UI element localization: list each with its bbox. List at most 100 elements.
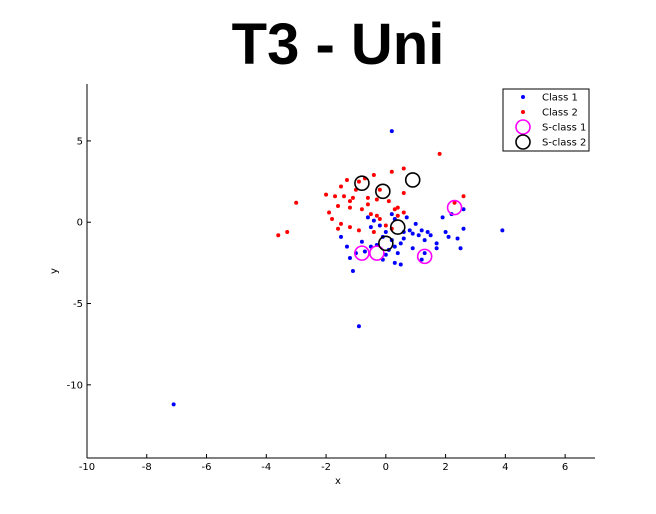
data-point bbox=[365, 195, 370, 200]
data-point bbox=[377, 187, 382, 192]
data-point bbox=[500, 228, 505, 233]
data-point bbox=[410, 231, 415, 236]
data-point bbox=[458, 246, 463, 251]
x-tick-label: 4 bbox=[502, 462, 508, 473]
data-point bbox=[350, 195, 355, 200]
data-point bbox=[327, 210, 332, 215]
data-point bbox=[401, 236, 406, 241]
y-axis-ticks: -10 -5 0 5 bbox=[67, 136, 91, 391]
x-axis-label: x bbox=[335, 476, 341, 487]
data-point bbox=[368, 225, 373, 230]
data-point bbox=[359, 207, 364, 212]
data-point bbox=[171, 402, 176, 407]
data-point bbox=[356, 228, 361, 233]
data-point bbox=[333, 194, 338, 199]
y-axis-label: y bbox=[49, 268, 60, 274]
data-point bbox=[374, 213, 379, 218]
data-point bbox=[383, 229, 388, 234]
data-point bbox=[461, 194, 466, 199]
data-point bbox=[434, 241, 439, 246]
highlight-circle bbox=[354, 245, 370, 261]
highlight-circle bbox=[375, 183, 391, 200]
legend: Class 1 Class 2 S-class 1 S-class 2 bbox=[502, 88, 590, 152]
data-point bbox=[452, 200, 457, 205]
data-point bbox=[461, 226, 466, 231]
series-class-1 bbox=[171, 129, 505, 407]
data-point bbox=[401, 166, 406, 171]
chart-title: T3 - Uni bbox=[232, 12, 445, 77]
plot-area bbox=[86, 84, 595, 459]
data-point bbox=[371, 218, 376, 223]
data-point bbox=[371, 229, 376, 234]
y-tick-label: 0 bbox=[77, 218, 83, 229]
legend-entry: S-class 2 bbox=[542, 138, 586, 149]
data-point bbox=[365, 202, 370, 207]
legend-marker bbox=[521, 95, 525, 99]
x-tick-label: -2 bbox=[321, 462, 331, 473]
data-point bbox=[341, 194, 346, 199]
data-point bbox=[294, 200, 299, 205]
highlight-circle bbox=[369, 245, 385, 261]
legend-entry: S-class 1 bbox=[542, 123, 586, 134]
x-tick-label: -8 bbox=[142, 462, 152, 473]
data-point bbox=[434, 246, 439, 251]
data-point bbox=[389, 129, 394, 134]
data-point bbox=[339, 184, 343, 189]
highlight-circle bbox=[446, 199, 463, 216]
data-point bbox=[347, 225, 352, 230]
highlight-circle bbox=[389, 219, 406, 235]
data-point bbox=[437, 151, 442, 156]
data-point bbox=[356, 324, 361, 329]
data-point bbox=[350, 269, 355, 273]
data-point bbox=[362, 249, 367, 254]
data-point bbox=[443, 229, 448, 234]
legend-entry: Class 2 bbox=[542, 108, 578, 119]
data-point bbox=[377, 223, 382, 228]
data-point bbox=[371, 173, 376, 178]
data-point bbox=[368, 212, 373, 217]
y-tick-label: 5 bbox=[77, 136, 83, 147]
data-point bbox=[389, 169, 394, 174]
data-point bbox=[347, 205, 352, 210]
data-point bbox=[446, 234, 451, 239]
data-point bbox=[401, 190, 406, 195]
data-point bbox=[416, 233, 421, 238]
data-point bbox=[344, 244, 349, 249]
data-point bbox=[410, 246, 415, 251]
data-point bbox=[339, 221, 343, 226]
data-point bbox=[455, 236, 460, 241]
data-point bbox=[413, 221, 418, 226]
data-point bbox=[365, 215, 370, 220]
y-tick-label: -10 bbox=[67, 380, 83, 391]
x-tick-label: 2 bbox=[442, 462, 448, 473]
data-point bbox=[395, 205, 400, 210]
highlight-circle bbox=[378, 235, 394, 252]
data-point bbox=[276, 233, 281, 238]
data-point bbox=[392, 244, 397, 249]
data-point bbox=[356, 179, 361, 184]
data-point bbox=[347, 255, 352, 260]
data-point bbox=[374, 197, 379, 202]
data-point bbox=[404, 215, 409, 220]
data-point bbox=[347, 199, 352, 204]
data-point bbox=[330, 216, 335, 221]
data-point bbox=[324, 192, 329, 197]
data-point bbox=[440, 215, 445, 220]
data-point bbox=[419, 228, 424, 233]
data-point bbox=[398, 241, 403, 246]
x-tick-label: 0 bbox=[383, 462, 389, 473]
x-tick-label: 6 bbox=[562, 462, 568, 473]
highlight-circle bbox=[404, 172, 421, 188]
legend-entry: Class 1 bbox=[542, 93, 578, 104]
data-point bbox=[422, 238, 427, 243]
data-point bbox=[386, 199, 391, 204]
data-point bbox=[383, 223, 388, 228]
legend-marker bbox=[515, 134, 531, 150]
x-axis-ticks: -10 -8 -6 -4 -2 0 2 4 6 bbox=[79, 454, 568, 473]
legend-marker bbox=[521, 110, 525, 114]
x-tick-label: -10 bbox=[79, 462, 95, 473]
data-point bbox=[359, 239, 364, 244]
series-class-2 bbox=[276, 151, 466, 238]
data-point bbox=[419, 257, 424, 262]
data-point bbox=[425, 229, 430, 234]
